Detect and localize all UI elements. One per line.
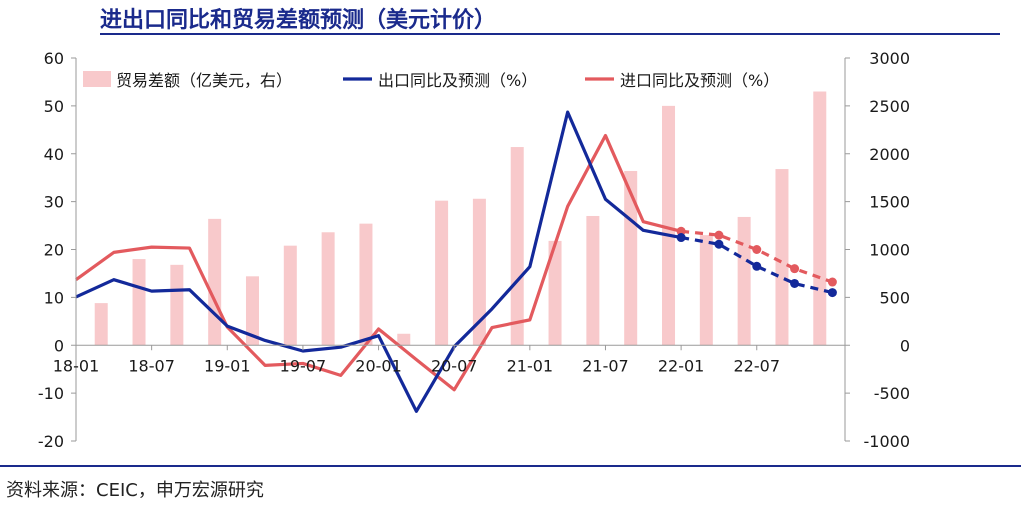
- export-forecast-point: [676, 233, 686, 243]
- import-forecast-point: [752, 245, 762, 254]
- trade-balance-bar: [472, 198, 486, 346]
- legend-label-export: 出口同比及预测（%）: [378, 71, 537, 90]
- trade-balance-bar: [132, 259, 146, 346]
- x-tick-label: 21-07: [582, 356, 629, 375]
- trade-balance-bar: [208, 218, 222, 346]
- chart-title: 进出口同比和贸易差额预测（美元计价）: [100, 8, 497, 33]
- x-tick-label: 22-07: [734, 356, 781, 375]
- import-forecast-point: [714, 230, 724, 240]
- x-tick-label: 18-07: [128, 356, 175, 375]
- trade-balance-bar: [624, 170, 638, 346]
- y-right-tick-label: 2000: [869, 145, 910, 164]
- trade-balance-bar: [170, 264, 184, 346]
- y-right-tick-label: 1500: [869, 193, 910, 212]
- export-forecast-point: [790, 278, 800, 288]
- trade-balance-bar: [548, 240, 562, 346]
- import-forecast-point: [827, 277, 837, 287]
- trade-balance-bar: [813, 91, 827, 346]
- y-right-tick-label: 1000: [869, 241, 910, 260]
- x-tick-label: 19-07: [280, 356, 327, 375]
- export-forecast-point: [827, 288, 837, 298]
- legend-label-import: 进口同比及预测（%）: [620, 71, 779, 90]
- y-left-tick-label: 10: [44, 288, 64, 307]
- export-actual-line: [75, 110, 682, 413]
- y-right-tick-label: 0: [900, 336, 910, 355]
- import-actual-line: [75, 133, 682, 392]
- x-tick-label: 21-01: [507, 356, 554, 375]
- legend-swatch-bar: [83, 71, 111, 87]
- y-left-tick-label: 60: [44, 49, 64, 68]
- x-tick-label: 20-01: [355, 356, 402, 375]
- axis-layer: -20 -10 0 10 20 30 40 50 60 -1000 -500 0 500 1000 1500…: [38, 49, 910, 451]
- trade-balance-bar: [699, 235, 713, 346]
- y-right-tick-label: 2500: [869, 97, 910, 116]
- x-tick-label: 22-01: [658, 356, 705, 375]
- trade-balance-bar: [359, 223, 373, 346]
- y-left-tick-label: 50: [44, 97, 64, 116]
- trade-balance-bar: [245, 276, 259, 346]
- trade-balance-bar: [283, 245, 297, 346]
- import-forecast-point: [676, 226, 686, 236]
- legend-label-bar: 贸易差额（亿美元，右）: [116, 71, 292, 90]
- bar-layer: [94, 91, 827, 346]
- trade-balance-bar: [94, 303, 108, 346]
- chart-area: -20 -10 0 10 20 30 40 50 60 -1000 -500 0 500 1000 1500…: [38, 49, 910, 451]
- y-left-tick-label: 0: [54, 336, 64, 355]
- x-tick-label: 20-07: [431, 356, 478, 375]
- trade-balance-bar: [662, 105, 676, 346]
- x-tick-label: 18-01: [53, 356, 100, 375]
- y-right-tick-label: -1000: [864, 432, 911, 451]
- export-forecast-point: [714, 239, 724, 249]
- y-left-tick-label: 30: [44, 193, 64, 212]
- y-right-tick-label: -500: [874, 384, 910, 403]
- export-forecast-point: [752, 261, 762, 271]
- trade-balance-bar: [397, 333, 411, 346]
- y-right-tick-label: 3000: [869, 49, 910, 68]
- line-layer: [75, 110, 837, 413]
- y-left-tick-label: -20: [38, 432, 64, 451]
- source-note: 资料来源：CEIC，申万宏源研究: [6, 480, 264, 501]
- trade-balance-bar: [775, 169, 789, 346]
- import-forecast-point: [790, 264, 800, 274]
- y-left-tick-label: 20: [44, 241, 64, 260]
- trade-balance-bar: [435, 200, 449, 346]
- trade-balance-bar: [321, 232, 335, 346]
- y-left-tick-label: 40: [44, 145, 64, 164]
- trade-balance-bar: [586, 215, 600, 346]
- y-right-tick-label: 500: [879, 288, 910, 307]
- trade-balance-bar: [510, 147, 524, 346]
- title-underline: [100, 33, 1000, 35]
- legend: 贸易差额（亿美元，右） 出口同比及预测（%） 进口同比及预测（%）: [83, 71, 779, 90]
- x-tick-label: 19-01: [204, 356, 251, 375]
- y-left-tick-label: -10: [38, 384, 64, 403]
- footer-rule: [0, 465, 1021, 467]
- trade-balance-bar: [737, 216, 751, 346]
